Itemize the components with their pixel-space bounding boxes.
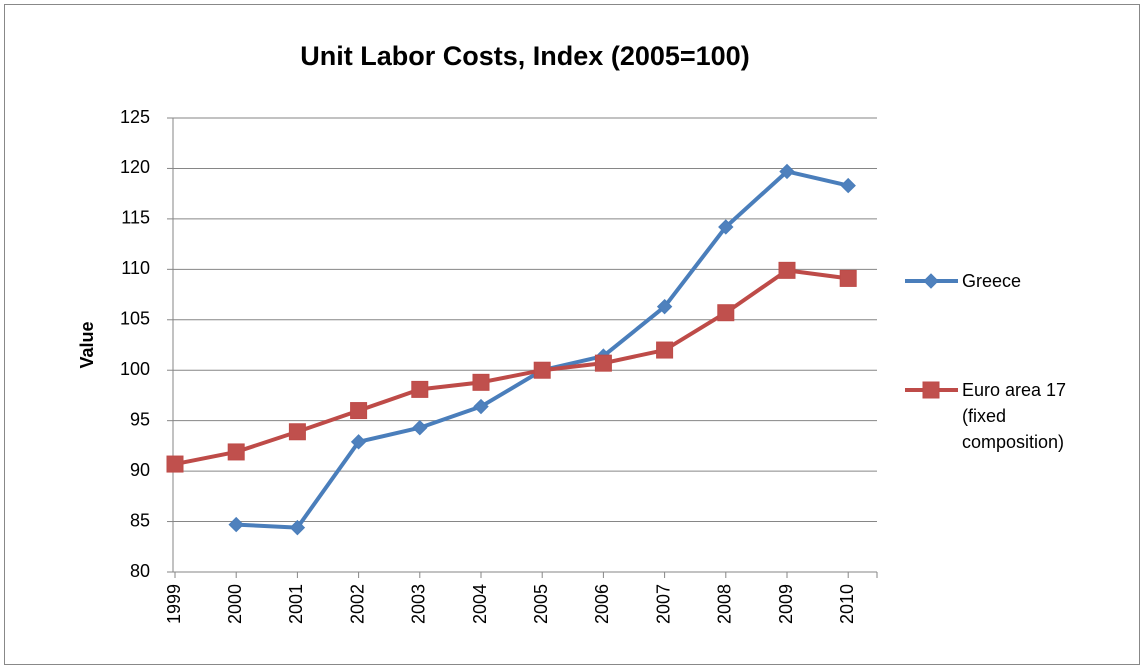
y-tick-label: 125 [120,107,150,127]
marker [923,273,939,289]
marker [166,455,184,473]
marker [412,420,428,436]
marker [779,163,795,180]
chart-title: Unit Labor Costs, Index (2005=100) [300,41,749,71]
marker [228,516,244,533]
marker [350,402,368,420]
y-tick-label: 100 [120,359,150,379]
marker [473,398,489,415]
x-tick-label: 2005 [531,584,551,624]
marker [656,341,674,359]
marker [288,423,306,441]
marker [533,361,551,379]
marker [227,443,245,461]
marker [778,261,796,279]
marker [472,373,490,391]
x-tick-label: 1999 [164,584,184,624]
marker [289,519,306,536]
x-tick-label: 2004 [470,584,490,624]
y-tick-label: 115 [121,208,150,228]
x-tick-label: 2001 [286,584,306,624]
marker [840,177,856,194]
legend-label: Greece [962,271,1022,291]
legend-label: Euro area 17 (fixed composition) [962,380,1067,452]
x-tick-label: 2006 [592,584,612,624]
y-tick-label: 80 [130,561,150,581]
y-tick-label: 105 [120,309,150,329]
y-tick-label: 90 [130,460,150,480]
marker [411,380,429,398]
marker [594,354,612,372]
y-tick-label: 95 [130,409,150,429]
x-tick-label: 2009 [776,584,796,624]
x-tick-label: 2008 [715,584,735,624]
marker [839,269,857,287]
x-tick-label: 2007 [653,584,673,624]
chart-border [4,4,1140,665]
x-tick-label: 2010 [837,584,857,624]
y-tick-label: 120 [120,157,150,177]
marker [717,304,735,322]
marker [656,298,673,315]
y-axis-label: Value [77,321,97,368]
marker [718,219,734,235]
x-tick-label: 2002 [347,584,367,624]
x-tick-label: 2000 [225,584,245,624]
y-tick-label: 85 [130,510,150,530]
marker [350,434,367,450]
marker [922,381,940,399]
series-line [174,268,849,467]
x-tick-label: 2003 [409,584,429,624]
y-tick-label: 110 [121,258,150,278]
